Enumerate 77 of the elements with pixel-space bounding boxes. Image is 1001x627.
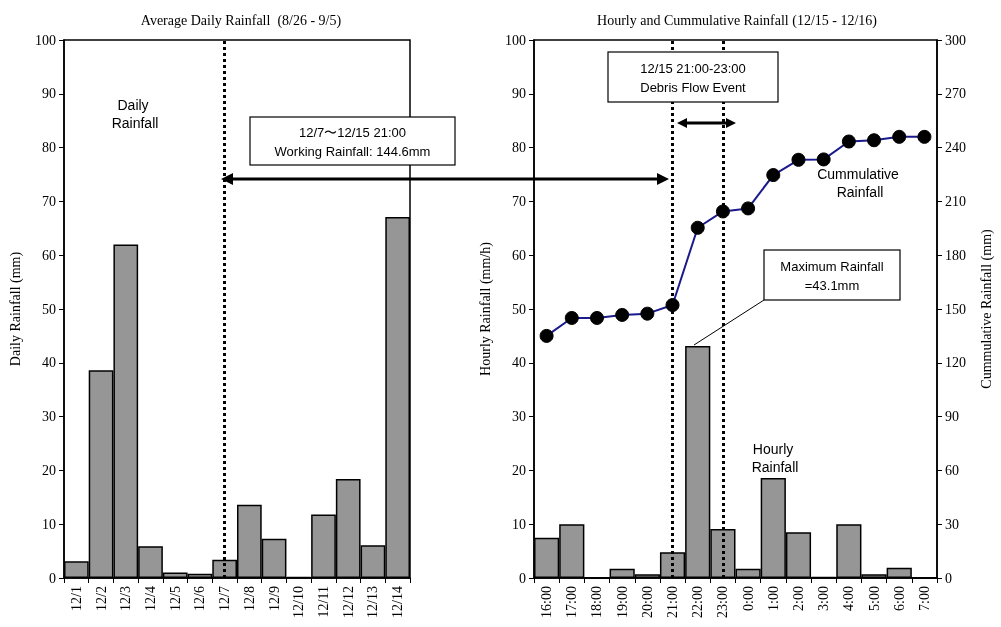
callout-box: Maximum Rainfall =43.1mm [693, 249, 901, 346]
x-tick-label: 1:00 [765, 586, 781, 611]
annotation: Maximum Rainfall =43.1mm [780, 258, 884, 293]
series-label: Hourly Rainfall [751, 441, 799, 475]
x-tick-label: 12/4 [143, 586, 158, 611]
y2-tick-label: 120 [945, 355, 966, 371]
x-tick-label: 4:00 [841, 586, 857, 611]
x-tick-label: 12/9 [266, 586, 282, 611]
chart-title: Hourly and Cummulative Rainfall (12/15 - 12/16) [597, 12, 878, 29]
y-tick-label: 0 [519, 570, 526, 586]
y-tick-label: 40 [512, 355, 526, 371]
x-tick-label: 17:00 [564, 586, 580, 618]
y-tick-label: 10 [512, 516, 526, 532]
y2-tick-label: 150 [945, 301, 966, 317]
y-tick-label: 80 [512, 140, 526, 156]
x-tick-label: 22:00 [690, 586, 706, 618]
x-tick-label: 3:00 [816, 586, 832, 611]
y-tick-label: 100 [35, 32, 56, 48]
x-tick-label: 5:00 [866, 586, 882, 611]
series-label: Cummulative Rainfall [817, 166, 903, 200]
x-tick-label: 12/12 [340, 586, 356, 618]
x-tick-label: 6:00 [891, 586, 907, 611]
annotation: 12/7〜12/15 21:00 Working Rainfall: 144.6mm [274, 124, 431, 159]
x-tick-label: 19:00 [614, 586, 630, 618]
y2-tick-label: 210 [945, 193, 966, 209]
y2-tick-label: 300 [945, 32, 966, 48]
y2-tick-label: 60 [945, 462, 959, 478]
text: Daily Rainfall [111, 97, 159, 131]
x-tick-label: 12/2 [93, 586, 109, 611]
y-tick-label: 80 [42, 140, 56, 156]
x-tick-label: 12/6 [192, 586, 208, 611]
x-tick-label: 0:00 [740, 586, 756, 611]
y-axis-title: Daily Rainfall (mm) [7, 251, 24, 367]
chart-title: Average Daily Rainfall (8/26 - 9/5) [140, 12, 342, 29]
y-tick-label: 30 [42, 409, 56, 425]
y-axis-title: Hourly Rainfall (mm/h) [477, 241, 494, 376]
callout-box: 12/15 21:00-23:00 Debris Flow Event [607, 51, 779, 103]
x-tick-label: 12/11 [316, 586, 331, 618]
y2-tick-label: 180 [945, 247, 966, 263]
x-tick-label: 12/3 [118, 586, 134, 611]
y2-axis-title: Cummulative Rainfall (mm) [978, 228, 995, 389]
y-tick-label: 10 [42, 516, 56, 532]
y-tick-label: 60 [512, 247, 526, 263]
y2-tick-label: 270 [945, 86, 966, 102]
x-tick-label: 18:00 [589, 586, 605, 618]
x-tick-label: 12/1 [68, 586, 84, 611]
annotation: 12/15 21:00-23:00 Debris Flow Event [640, 60, 747, 95]
x-tick-label: 7:00 [916, 586, 932, 611]
x-tick-label: 12/10 [291, 586, 307, 618]
y2-tick-label: 30 [945, 516, 959, 532]
y-tick-label: 60 [42, 247, 56, 263]
x-tick-label: 23:00 [715, 586, 731, 618]
y2-tick-label: 240 [945, 140, 966, 156]
y2-tick-label: 90 [945, 409, 959, 425]
x-tick-label: 21:00 [665, 586, 681, 618]
y-tick-label: 70 [42, 193, 56, 209]
y-tick-label: 50 [512, 301, 526, 317]
x-tick-label: 16:00 [539, 586, 555, 618]
x-tick-label: 12/8 [241, 586, 257, 611]
x-tick-label: 12/7 [217, 586, 233, 611]
x-tick-label: 2:00 [790, 586, 806, 611]
y-tick-label: 90 [42, 86, 56, 102]
y-tick-label: 0 [49, 570, 56, 586]
y-tick-label: 90 [512, 86, 526, 102]
callout-box: 12/7〜12/15 21:00 Working Rainfall: 144.6mm [249, 116, 456, 166]
y-tick-label: 70 [512, 193, 526, 209]
y2-tick-label: 0 [945, 570, 952, 586]
x-tick-label: 12/13 [365, 586, 381, 618]
y-tick-label: 30 [512, 409, 526, 425]
x-tick-label: 12/14 [390, 586, 406, 618]
y-tick-label: 40 [42, 355, 56, 371]
y-tick-label: 50 [42, 301, 56, 317]
y-tick-label: 100 [505, 32, 526, 48]
x-tick-label: 20:00 [639, 586, 655, 618]
y-tick-label: 20 [42, 462, 56, 478]
y-tick-label: 20 [512, 462, 526, 478]
x-tick-label: 12/5 [167, 586, 183, 611]
